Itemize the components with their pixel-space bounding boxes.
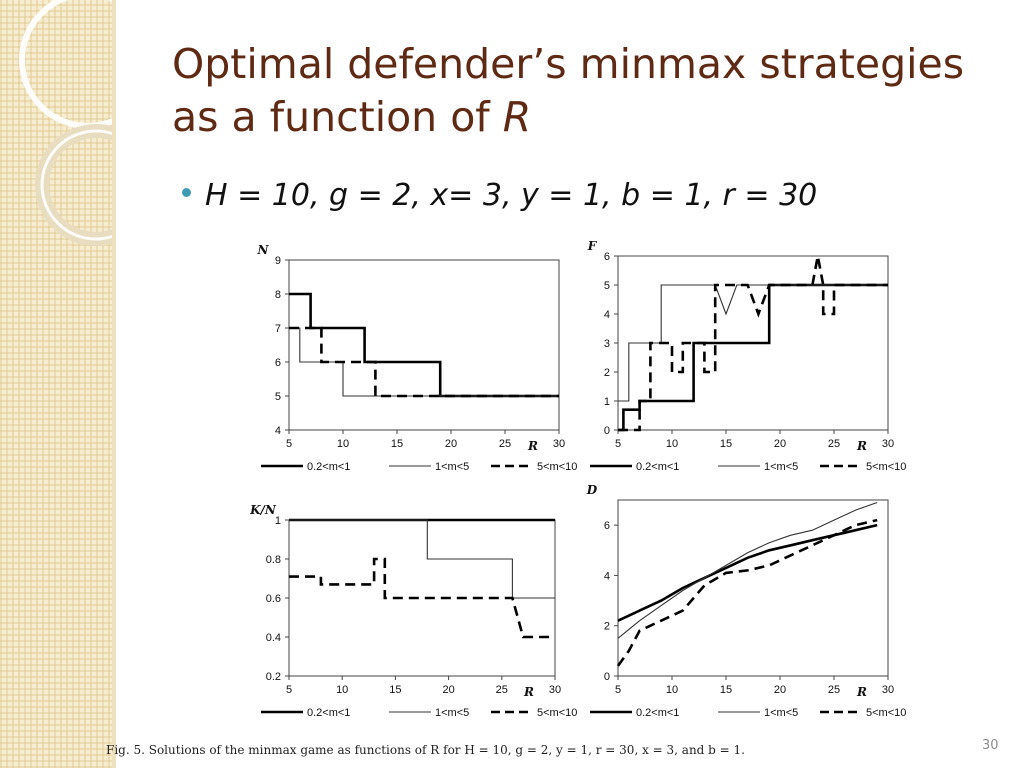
x-tick-label: 20 [445,438,457,450]
x-tick-label: 5 [286,684,292,696]
chart-panel-4: 5 10 15 20 25 30 0 2 4 6 D R 0.2<m<1 1<m<5 5<m<10 [586,483,906,719]
x-tick-label: 5 [286,438,292,450]
x-tick-label: 20 [774,684,786,696]
legend-label: 5<m<10 [537,461,577,473]
x-axis-label: R [856,685,867,699]
x-tick-label: 25 [828,684,840,696]
slide-title-text: Optimal defender’s minmax strategies as … [172,40,965,141]
x-axis-label: R [527,439,538,453]
legend-label: 0.2<m<1 [307,461,350,473]
x-axis-label: R [523,685,534,699]
y-tick-label: 7 [275,323,281,335]
y-tick-label: 5 [275,391,281,403]
y-tick-label: 0.4 [266,632,281,644]
plot-frame [288,259,560,431]
x-tick-label: 15 [389,684,401,696]
x-tick-label: 30 [553,438,565,450]
x-tick-label: 15 [720,684,732,696]
x-axis-label: R [856,439,867,453]
x-tick-label: 5 [615,684,621,696]
x-tick-label: 30 [882,684,894,696]
slide-title-variable: R [502,93,532,141]
y-tick-label: 0.6 [266,593,281,605]
y-tick-label: 2 [604,621,610,633]
x-tick-label: 5 [615,438,621,450]
y-tick-label: 9 [275,255,281,267]
series-line-dashed [616,518,878,667]
series-line-thin [617,501,878,639]
y-tick-label: 1 [604,396,610,408]
chart-panel-3: 5 10 15 20 25 30 0.2 0.4 0.6 0.8 1K/N R 0.2<m<1 1<m<5… [249,503,577,719]
series-line-dashed [289,557,555,639]
y-tick-label: 6 [604,520,610,532]
legend-label: 1<m<5 [764,461,798,473]
x-tick-label: 10 [666,684,678,696]
y-tick-label: 3 [604,338,610,350]
legend-label: 1<m<5 [764,707,798,719]
series-line-thick [289,292,559,398]
y-tick-label: 4 [275,425,281,437]
x-tick-label: 30 [882,438,894,450]
series-line-thin [618,284,888,402]
chart-panel-2: 5 10 15 20 25 30 0 1 2 3 4 5 6F R 0.2<m<1 1<m<5 5<m<10 [587,239,906,473]
y-tick-label: 2 [604,367,610,379]
x-tick-label: 20 [774,438,786,450]
legend-label: 0.2<m<1 [636,461,679,473]
series-line-dashed [289,326,559,398]
bullet-text: H = 10, g = 2, x= 3, y = 1, b = 1, r = 3… [205,178,818,213]
figure-caption: Fig. 5. Solutions of the minmax game as … [106,743,745,757]
x-tick-label: 25 [499,438,511,450]
x-tick-label: 25 [496,684,508,696]
legend-label: 0.2<m<1 [307,707,350,719]
y-axis-label: N [257,243,270,257]
bullet-dot-icon [182,188,191,197]
x-tick-label: 10 [336,684,348,696]
y-tick-label: 5 [604,280,610,292]
y-tick-label: 0 [604,671,610,683]
y-tick-label: 4 [604,309,610,321]
legend-label: 5<m<10 [537,707,577,719]
sidebar-decoration [0,0,112,768]
y-tick-label: 6 [275,357,281,369]
y-tick-label: 4 [604,570,610,582]
y-axis-label: D [586,483,598,497]
sidebar-edge [112,0,116,768]
x-tick-label: 25 [828,438,840,450]
y-tick-label: 0.2 [266,671,281,683]
x-tick-label: 20 [442,684,454,696]
slide-number: 30 [982,738,999,753]
y-axis-label: F [587,239,598,253]
x-tick-label: 30 [549,684,561,696]
x-tick-label: 15 [391,438,403,450]
y-tick-label: 1 [275,515,281,527]
y-tick-label: 8 [275,289,281,301]
y-tick-label: 0 [604,425,610,437]
legend-label: 0.2<m<1 [636,707,679,719]
y-tick-label: 6 [604,251,610,263]
legend-label: 5<m<10 [866,461,906,473]
y-axis-label: K/N [249,503,277,517]
series-line-thin [289,519,555,599]
y-tick-label: 0.8 [266,554,281,566]
legend-label: 1<m<5 [435,461,469,473]
legend-label: 5<m<10 [866,707,906,719]
series-line-thick [618,283,888,432]
legend-label: 1<m<5 [435,707,469,719]
x-tick-label: 15 [720,438,732,450]
slide-title: Optimal defender’s minmax strategies as … [172,38,992,144]
x-tick-label: 10 [666,438,678,450]
decorative-rings [19,0,112,246]
plot-frame [617,499,889,677]
bullet-item: H = 10, g = 2, x= 3, y = 1, b = 1, r = 3… [182,178,817,213]
x-tick-label: 10 [337,438,349,450]
